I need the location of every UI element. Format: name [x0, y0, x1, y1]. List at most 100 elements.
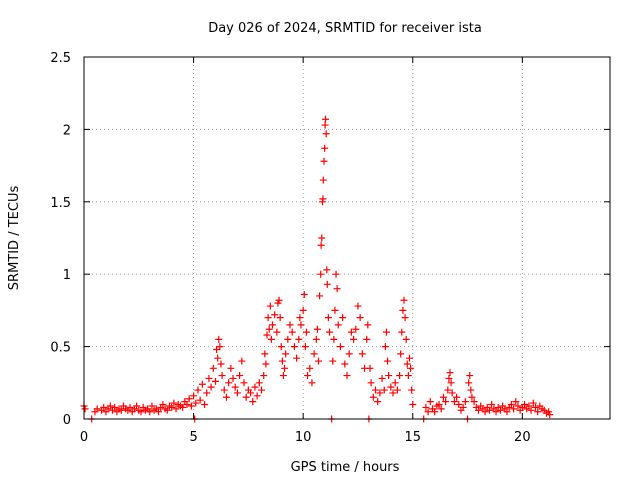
data-point: [247, 389, 255, 397]
data-point: [267, 335, 275, 343]
data-point: [196, 396, 204, 404]
data-point: [381, 343, 389, 351]
data-point: [313, 325, 321, 333]
data-point: [222, 393, 230, 401]
data-point: [510, 405, 518, 413]
data-point: [268, 321, 276, 329]
data-point: [216, 343, 224, 351]
data-point: [391, 379, 399, 387]
data-point: [527, 406, 535, 414]
data-point: [403, 360, 411, 368]
data-point: [371, 386, 379, 394]
data-point: [399, 306, 407, 314]
data-point: [531, 403, 539, 411]
data-point: [512, 398, 520, 406]
data-point: [190, 392, 198, 400]
data-point: [459, 403, 467, 411]
data-point: [137, 408, 145, 416]
data-point: [262, 360, 270, 368]
data-point: [468, 393, 476, 401]
data-point: [367, 379, 375, 387]
data-point: [481, 408, 489, 416]
data-point: [185, 395, 193, 403]
data-point: [409, 401, 417, 409]
data-point: [310, 350, 318, 358]
data-point: [218, 372, 226, 380]
data-point: [170, 399, 178, 407]
data-point: [339, 314, 347, 322]
data-point: [398, 328, 406, 336]
data-point: [299, 306, 307, 314]
data-point: [424, 408, 432, 416]
data-point: [198, 380, 206, 388]
data-point: [278, 357, 286, 365]
data-point: [183, 401, 191, 409]
data-point: [179, 403, 187, 411]
data-point: [236, 372, 244, 380]
data-point: [369, 393, 377, 401]
data-point: [229, 374, 237, 382]
data-point: [446, 369, 454, 377]
data-point: [106, 402, 114, 410]
data-point: [304, 372, 312, 380]
data-point: [281, 364, 289, 372]
data-point: [306, 364, 314, 372]
data-point: [322, 115, 330, 123]
data-point: [356, 314, 364, 322]
data-point: [364, 321, 372, 329]
data-point: [521, 401, 529, 409]
data-point: [325, 328, 333, 336]
data-point: [318, 234, 326, 242]
y-tick-label: 0.5: [50, 341, 71, 356]
data-point: [437, 405, 445, 413]
data-point: [405, 354, 413, 362]
data-point: [402, 335, 410, 343]
data-point: [389, 389, 397, 397]
data-point: [317, 241, 325, 249]
data-point: [126, 403, 134, 411]
data-point: [231, 383, 239, 391]
data-point: [155, 408, 163, 416]
data-point: [220, 386, 228, 394]
x-tick-label: 0: [80, 430, 88, 445]
data-point: [217, 360, 225, 368]
x-tick-label: 15: [404, 430, 421, 445]
data-point: [212, 377, 219, 385]
data-point: [111, 403, 119, 411]
data-point: [396, 372, 404, 380]
data-point: [323, 280, 331, 288]
data-point: [148, 402, 156, 410]
data-point: [455, 401, 463, 409]
data-point: [275, 296, 283, 304]
data-point: [336, 343, 344, 351]
data-point: [385, 372, 393, 380]
data-point: [393, 386, 401, 394]
data-point: [450, 398, 458, 406]
data-point: [408, 386, 416, 394]
y-tick-label: 2: [63, 123, 71, 138]
data-point: [282, 350, 290, 358]
data-point: [475, 406, 482, 414]
data-point: [227, 364, 235, 372]
y-tick-label: 1.5: [50, 196, 71, 211]
data-point: [514, 402, 522, 410]
data-point: [273, 328, 281, 336]
data-point: [238, 357, 246, 365]
data-point: [329, 357, 337, 365]
data-point: [324, 314, 332, 322]
data-point: [312, 335, 320, 343]
y-tick-label: 1: [63, 268, 71, 283]
data-point: [374, 398, 382, 406]
data-point: [341, 360, 349, 368]
data-point: [442, 398, 450, 406]
axis-ticks: 0 5 10 15 20 0 0.5 1 1.5 2 2.5: [50, 51, 610, 445]
data-point: [319, 195, 327, 203]
data-point: [207, 383, 215, 391]
data-point: [240, 379, 248, 387]
data-point: [321, 144, 329, 152]
data-point: [507, 401, 515, 409]
data-point: [215, 335, 223, 343]
data-point: [159, 401, 167, 409]
data-point: [453, 393, 461, 401]
